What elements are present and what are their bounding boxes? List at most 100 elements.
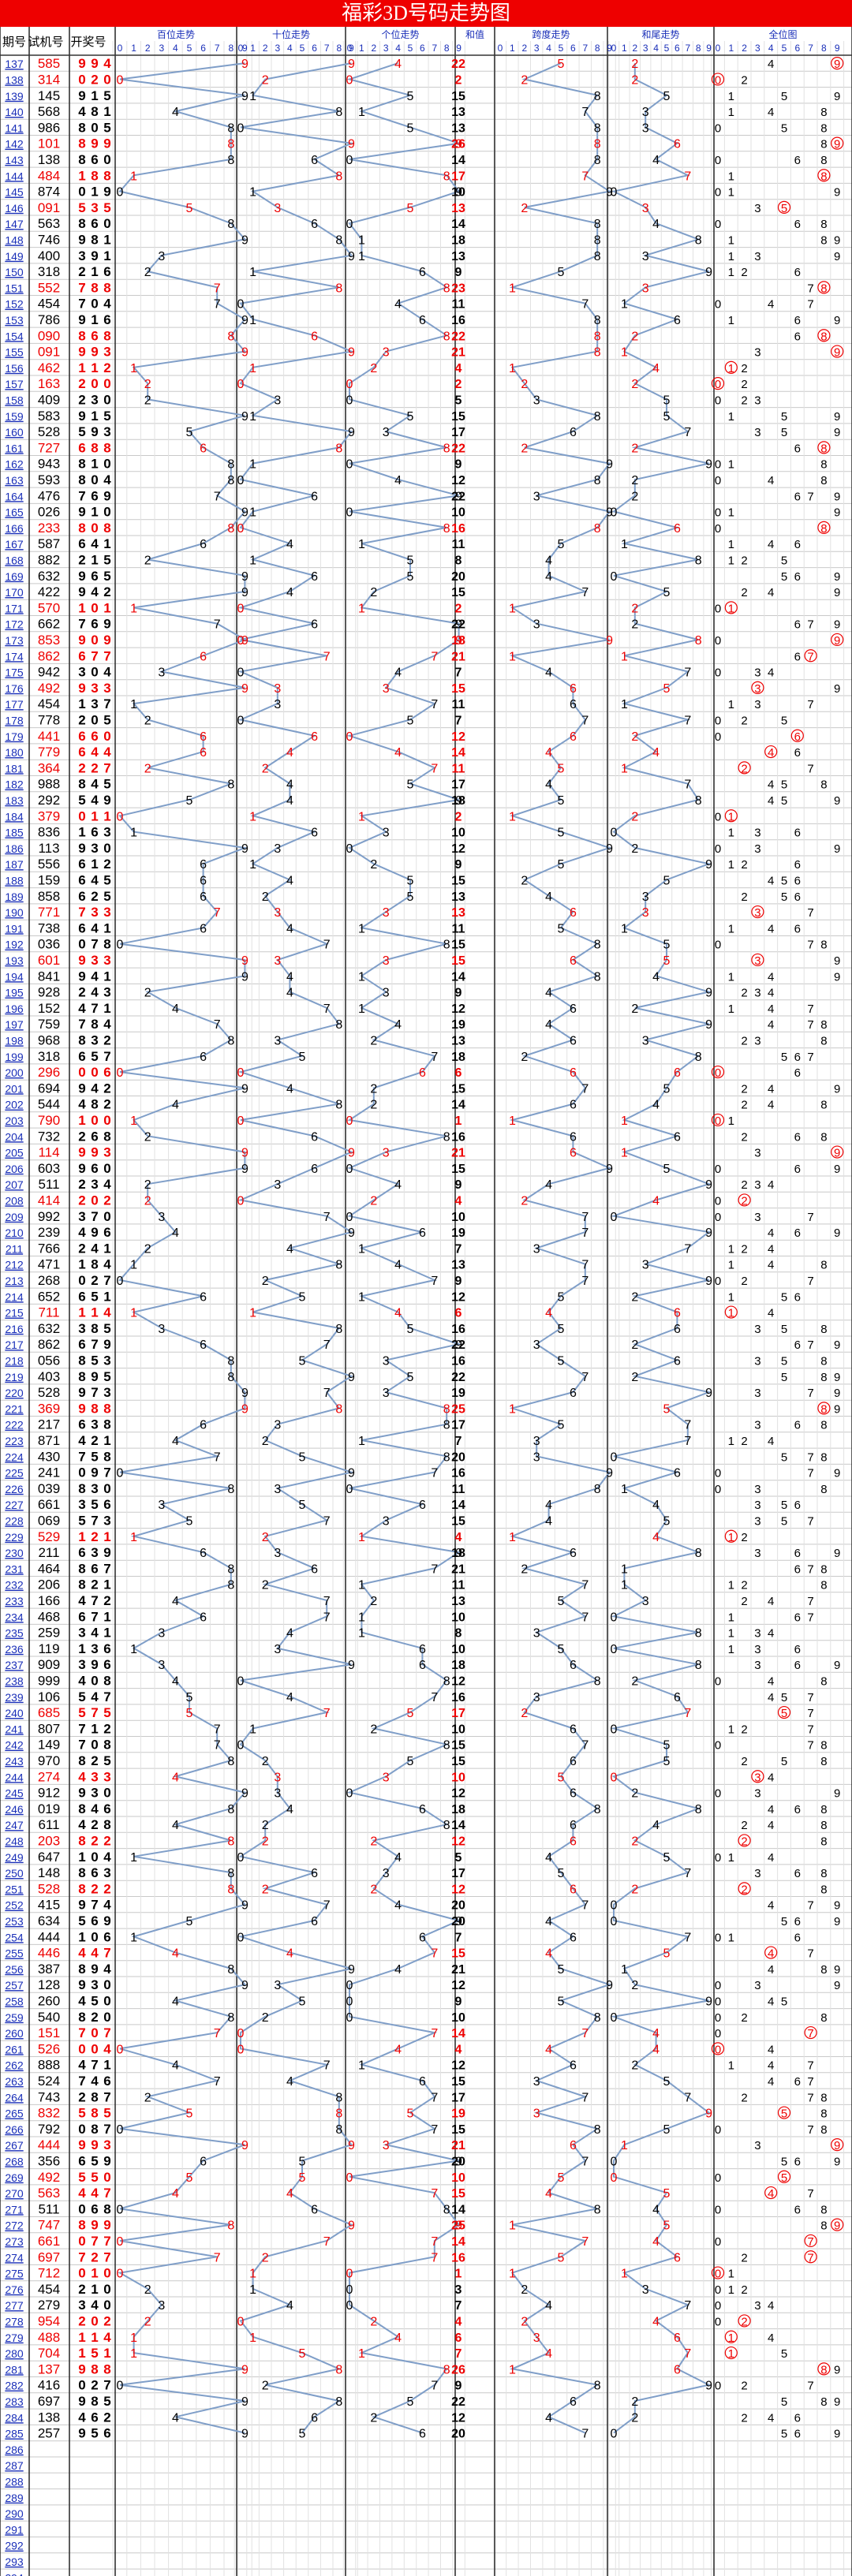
draw-digit: 4	[103, 1305, 111, 1320]
trend-digit: 1	[358, 233, 365, 247]
draw-digit: 4	[78, 2058, 86, 2073]
issue-number: 250	[5, 1867, 24, 1880]
issue-number: 257	[5, 1979, 24, 1992]
draw-digit: 8	[78, 1753, 85, 1768]
sum-value: 9	[455, 1995, 462, 2008]
sum-tail-digit: 7	[684, 1419, 691, 1432]
allpos-digit: 8	[820, 2123, 827, 2137]
allpos-digit: 8	[820, 218, 827, 231]
trend-digit: 6	[200, 538, 207, 551]
draw-digit: 8	[103, 328, 110, 343]
draw-digit: 6	[78, 1289, 85, 1304]
span-digit: 7	[581, 2091, 589, 2104]
sum-value: 15	[451, 1947, 465, 1961]
sum-tail-digit: 1	[621, 1963, 628, 1977]
trend-digit: 1	[358, 2059, 365, 2073]
trend-digit: 4	[394, 746, 402, 760]
header-digit: 2	[632, 43, 637, 54]
issue-number: 209	[5, 1211, 24, 1223]
trend-digit: 5	[299, 1051, 306, 1064]
sum-tail-digit: 5	[663, 1163, 671, 1176]
draw-digit: 0	[78, 72, 85, 87]
trend-digit: 9	[348, 138, 355, 151]
allpos-digit: 0	[715, 378, 721, 391]
issue-number: 186	[5, 842, 24, 855]
trend-digit: 8	[335, 1259, 342, 1272]
draw-digit: 0	[91, 665, 98, 680]
trend-digit: 5	[407, 121, 414, 135]
test-number: 492	[38, 681, 60, 696]
span-digit: 2	[521, 1707, 528, 1720]
span-digit: 6	[570, 954, 577, 968]
trend-digit: 6	[311, 490, 318, 503]
issue-number: 218	[5, 1354, 24, 1367]
sum-tail-digit: 4	[652, 1499, 660, 1512]
trend-digit: 0	[117, 1467, 124, 1480]
draw-digit: 2	[103, 1721, 110, 1736]
draw-digit: 9	[78, 409, 85, 424]
draw-digit: 4	[78, 2186, 86, 2201]
span-digit: 9	[606, 506, 613, 520]
draw-digit: 1	[78, 1641, 85, 1656]
draw-digit: 0	[91, 2041, 98, 2056]
trend-digit: 0	[237, 1931, 245, 1944]
sum-value: 9	[455, 1178, 462, 1192]
allpos-digit: 4	[768, 2187, 774, 2201]
draw-digit: 5	[78, 1689, 85, 1704]
allpos-digit: 4	[768, 794, 774, 808]
test-number: 583	[38, 409, 60, 424]
allpos-digit: 7	[807, 2075, 813, 2089]
trend-digit: 6	[200, 858, 207, 872]
sum-tail-digit: 9	[705, 266, 712, 279]
allpos-digit: 1	[728, 810, 734, 823]
header-digit: 8	[595, 43, 600, 54]
allpos-digit: 9	[834, 314, 840, 327]
sum-value: 7	[455, 714, 462, 727]
draw-digit: 3	[103, 1353, 110, 1368]
sum-tail-digit: 9	[705, 1018, 712, 1032]
span-digit: 7	[581, 1226, 589, 1240]
draw-digit: 4	[103, 1962, 111, 1977]
trend-digit: 3	[158, 1627, 165, 1641]
trend-digit: 1	[358, 1242, 365, 1256]
trend-digit: 7	[323, 2235, 331, 2249]
allpos-digit: 9	[834, 682, 840, 696]
draw-digit: 2	[78, 552, 85, 567]
issue-number: 217	[5, 1338, 24, 1351]
trend-digit: 6	[311, 570, 318, 584]
draw-digit: 8	[78, 328, 85, 343]
trend-digit: 5	[407, 2395, 414, 2409]
allpos-digit: 5	[781, 1354, 787, 1368]
trend-digit: 3	[158, 666, 165, 680]
trend-digit: 4	[286, 922, 293, 935]
draw-digit: 6	[103, 1225, 110, 1240]
sum-value: 12	[451, 1883, 465, 1896]
span-digit: 8	[594, 346, 601, 360]
draw-digit: 4	[91, 536, 99, 551]
draw-digit: 7	[78, 2249, 85, 2264]
allpos-digit: 4	[768, 1018, 774, 1032]
trend-digit: 6	[419, 1066, 426, 1080]
allpos-digit: 9	[834, 794, 840, 808]
allpos-digit: 6	[794, 1611, 801, 1624]
draw-digit: 8	[91, 104, 98, 119]
trend-digit: 5	[407, 890, 414, 904]
trend-digit: 9	[241, 570, 248, 584]
span-digit: 8	[594, 218, 601, 231]
trend-digit: 3	[383, 906, 390, 920]
trend-digit: 3	[383, 1387, 390, 1400]
span-digit: 8	[594, 1483, 601, 1496]
trend-digit: 0	[346, 2268, 353, 2281]
trend-digit: 7	[431, 1051, 438, 1064]
draw-digit: 8	[78, 1369, 85, 1384]
trend-digit: 9	[241, 2363, 248, 2376]
sum-value: 21	[451, 1147, 465, 1160]
sum-value: 12	[451, 1787, 465, 1801]
test-number: 992	[38, 1209, 60, 1224]
trend-digit: 5	[407, 90, 414, 103]
span-digit: 8	[594, 1674, 601, 1688]
allpos-digit: 8	[820, 1130, 827, 1144]
trend-digit: 7	[323, 1338, 331, 1352]
allpos-digit: 4	[768, 1178, 774, 1192]
trend-digit: 7	[214, 1018, 221, 1032]
